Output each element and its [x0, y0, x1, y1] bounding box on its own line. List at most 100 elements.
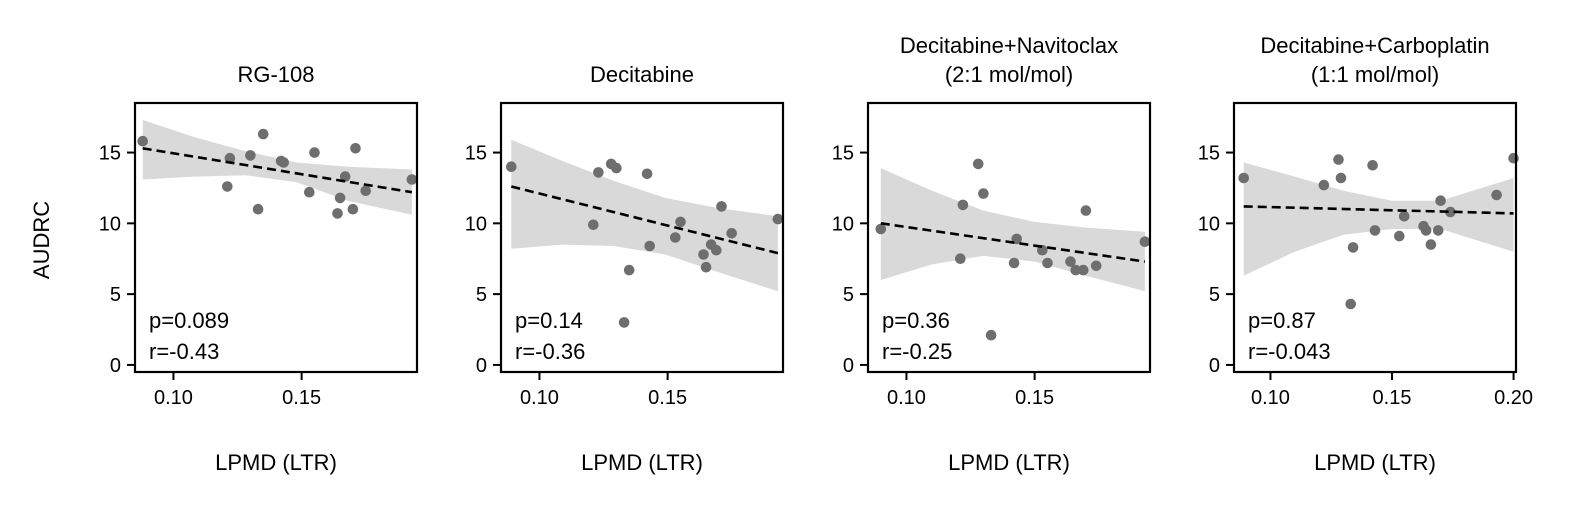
- x-tick-label: 0.10: [154, 387, 193, 409]
- data-point: [222, 181, 233, 192]
- y-tick-label: 5: [1209, 284, 1220, 306]
- r-value-label: r=-0.43: [149, 339, 219, 364]
- data-point: [332, 208, 343, 219]
- data-point: [1078, 264, 1089, 276]
- data-point: [957, 199, 969, 211]
- x-tick-label: 0.10: [520, 387, 559, 409]
- y-tick-label: 15: [99, 143, 121, 165]
- data-point: [623, 264, 635, 276]
- data-point: [1008, 257, 1020, 269]
- regression-line: [142, 147, 413, 194]
- data-point: [978, 188, 989, 199]
- x-tick-label: 0.20: [1494, 387, 1533, 409]
- data-point: [406, 174, 418, 185]
- data-point: [972, 158, 984, 170]
- confidence-band: [880, 168, 1145, 292]
- data-point: [711, 244, 722, 256]
- regression-line: [880, 222, 1146, 263]
- y-axis-label: AUDRC: [29, 201, 54, 279]
- panel-2: 0.10 0.15 0 5 10 15 Decitabine LPMD (LTR) p=0.14…: [465, 62, 785, 475]
- data-point: [309, 147, 320, 158]
- data-point: [675, 216, 686, 228]
- panel-title: (1:1 mol/mol): [1311, 62, 1439, 87]
- regression-line: [1243, 205, 1514, 215]
- data-point: [1445, 206, 1456, 218]
- x-axis-label: LPMD (LTR): [1314, 450, 1436, 475]
- data-point: [137, 135, 148, 147]
- data-point: [618, 317, 630, 328]
- y-tick-label: 5: [843, 284, 854, 306]
- data-point: [644, 240, 655, 252]
- panel-title: Decitabine: [590, 62, 694, 87]
- x-axis-label: LPMD (LTR): [581, 450, 703, 475]
- data-point: [1318, 179, 1330, 191]
- data-point: [1435, 195, 1446, 206]
- x-tick-label: 0.15: [1373, 387, 1412, 409]
- data-point: [875, 223, 887, 235]
- x-tick-label: 0.15: [648, 387, 687, 409]
- panel-title: Decitabine+Navitoclax: [900, 33, 1118, 58]
- data-point: [700, 261, 712, 273]
- regression-line: [510, 185, 779, 255]
- confidence-band: [1243, 162, 1514, 276]
- data-point: [334, 192, 346, 204]
- data-point: [1042, 257, 1053, 269]
- data-point: [1491, 189, 1502, 201]
- data-point: [1070, 264, 1081, 276]
- data-point: [257, 128, 269, 140]
- y-tick-label: 10: [832, 213, 854, 235]
- data-point: [716, 201, 727, 212]
- data-point: [1238, 172, 1249, 184]
- panel-title: (2:1 mol/mol): [945, 62, 1073, 87]
- data-point: [593, 167, 604, 178]
- p-value-label: p=0.14: [515, 308, 583, 333]
- data-point: [350, 143, 361, 154]
- y-tick-label: 5: [476, 284, 487, 306]
- x-tick-label: 0.10: [887, 387, 926, 409]
- y-tick-label: 10: [465, 213, 487, 235]
- data-point: [339, 171, 351, 182]
- data-point: [1508, 152, 1519, 164]
- data-point: [347, 203, 359, 215]
- data-point: [726, 228, 737, 239]
- x-tick-label: 0.15: [282, 387, 321, 409]
- confidence-band: [511, 139, 778, 292]
- r-value-label: r=-0.36: [515, 339, 585, 364]
- data-point: [1394, 230, 1405, 242]
- axes-frame: [866, 101, 1152, 374]
- data-point: [588, 219, 599, 231]
- y-tick-label: 0: [843, 355, 854, 377]
- y-tick-label: 5: [110, 284, 121, 306]
- y-tick-label: 15: [1198, 143, 1220, 165]
- data-point: [1432, 225, 1444, 236]
- data-point: [1345, 298, 1356, 310]
- axes-frame: [1232, 101, 1518, 374]
- p-value-label: p=0.36: [882, 308, 950, 333]
- panel-3: 0.10 0.15 0 5 10 15 Decitabine+Navitoclax (2:1 …: [832, 33, 1152, 475]
- y-tick-label: 0: [476, 355, 487, 377]
- data-point: [304, 186, 315, 198]
- data-point: [1369, 225, 1381, 236]
- y-tick-label: 10: [99, 213, 121, 235]
- y-tick-label: 15: [832, 143, 854, 165]
- data-point: [278, 157, 290, 168]
- axes-frame: [499, 101, 785, 374]
- data-point: [698, 249, 709, 260]
- panels: 0.10 0.15 0 5 10 15 RG-108 LPMD (LTR) p=0.089 r=-…: [99, 33, 1533, 475]
- data-point: [1398, 211, 1410, 222]
- y-tick-label: 0: [1209, 355, 1220, 377]
- data-point: [611, 162, 622, 174]
- y-tick-label: 0: [110, 355, 121, 377]
- panel-title: RG-108: [237, 62, 314, 87]
- data-point: [1080, 205, 1092, 216]
- panel-title: Decitabine+Carboplatin: [1260, 33, 1489, 58]
- x-tick-label: 0.10: [1251, 387, 1290, 409]
- data-point: [1420, 225, 1432, 236]
- data-point: [506, 161, 517, 172]
- data-point: [1335, 172, 1347, 184]
- data-point: [252, 203, 264, 215]
- data-point: [1065, 256, 1076, 267]
- data-point: [985, 329, 997, 341]
- r-value-label: r=-0.043: [1248, 339, 1331, 364]
